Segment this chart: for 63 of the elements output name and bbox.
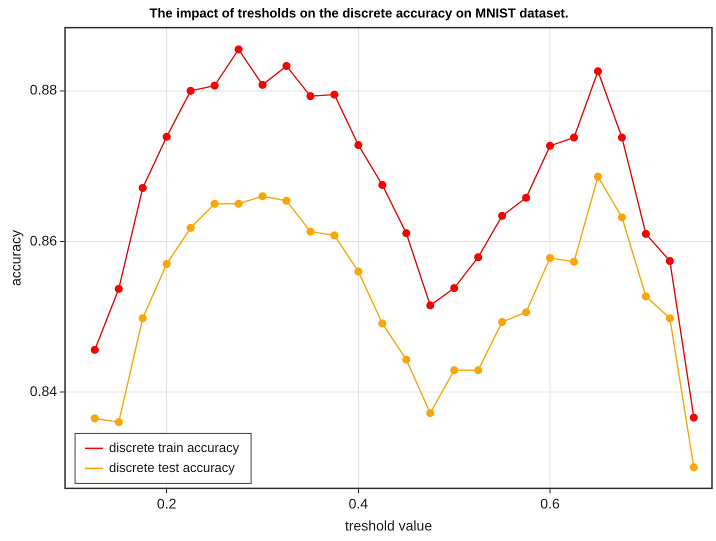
legend-label: discrete train accuracy (109, 440, 240, 455)
point (306, 228, 314, 236)
point (618, 213, 626, 222)
chart-title: The impact of tresholds on the discrete accuracy on MNIST dataset. (150, 5, 568, 20)
point (258, 192, 266, 200)
point (90, 346, 99, 354)
point (666, 314, 674, 322)
point (354, 268, 362, 276)
point (594, 172, 602, 181)
y-axis-title: accuracy (7, 230, 24, 286)
point (234, 200, 243, 208)
point (114, 284, 123, 293)
point (546, 254, 554, 262)
point (642, 230, 650, 238)
point (186, 86, 195, 95)
point (522, 308, 530, 316)
point (642, 292, 650, 300)
point (282, 196, 290, 205)
legend-label: discrete test accuracy (109, 460, 236, 475)
y-tick-label: 0.84 (30, 382, 58, 399)
x-axis-title: treshold value (344, 517, 432, 534)
point (474, 366, 482, 374)
point (90, 414, 99, 422)
point (282, 62, 290, 70)
point (666, 257, 674, 266)
point (450, 366, 458, 374)
point (498, 318, 506, 326)
point (138, 314, 147, 322)
point (450, 284, 458, 292)
point (690, 463, 698, 472)
point (402, 229, 410, 238)
y-tick-label: 0.88 (30, 82, 58, 98)
point (306, 92, 314, 100)
point (114, 418, 123, 426)
point (258, 80, 266, 89)
point (402, 356, 410, 364)
point (186, 224, 195, 232)
point (354, 141, 362, 150)
point (570, 258, 578, 266)
point (690, 414, 698, 422)
point (330, 90, 338, 99)
point (570, 134, 578, 142)
point (162, 260, 171, 268)
x-tick-label: 0.2 (156, 496, 177, 512)
point (210, 200, 219, 208)
point (522, 194, 530, 202)
y-tick-label: 0.86 (30, 232, 58, 248)
point (498, 212, 506, 220)
point (594, 67, 602, 76)
point (210, 82, 219, 90)
point (546, 142, 554, 150)
point (138, 184, 147, 192)
point (426, 301, 434, 310)
x-tick-label: 0.6 (540, 496, 560, 512)
point (378, 180, 386, 189)
point (618, 134, 626, 142)
point (378, 320, 386, 328)
point (330, 231, 338, 240)
point (474, 253, 482, 262)
point (426, 409, 434, 418)
point (162, 132, 171, 141)
point (234, 45, 243, 54)
x-tick-label: 0.4 (348, 496, 368, 512)
